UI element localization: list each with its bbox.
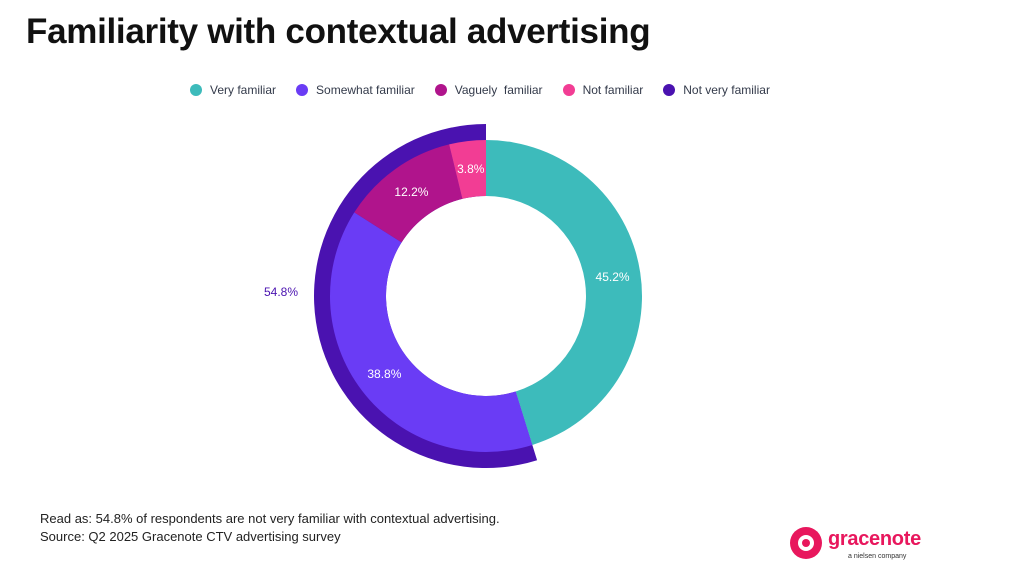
legend-item-not-familiar: Not familiar — [562, 83, 644, 97]
legend-swatch — [296, 84, 309, 96]
legend-item-very-familiar: Very familiar — [190, 83, 276, 97]
logo-tagline: a nielsen company — [848, 553, 907, 560]
data-label-not-familiar: 3.8% — [457, 162, 485, 176]
footnote-read-as: Read as: 54.8% of respondents are not ve… — [40, 511, 500, 526]
data-label-vaguely-familiar: 12.2% — [394, 185, 428, 199]
slice-somewhat-familiar — [330, 212, 533, 452]
gracenote-logo: gracenote a nielsen company — [790, 524, 921, 564]
legend-label: Not very familiar — [683, 83, 770, 97]
donut-chart: 45.2% 38.8% 12.2% 3.8% 54.8% — [264, 124, 642, 468]
footnote: Read as: 54.8% of respondents are not ve… — [40, 510, 500, 546]
footnote-source: Source: Q2 2025 Gracenote CTV advertisin… — [40, 529, 341, 544]
legend-item-not-very-familiar: Not very familiar — [663, 83, 770, 97]
legend-label: Very familiar — [210, 83, 277, 97]
data-label-not-very-familiar: 54.8% — [264, 285, 298, 299]
slice-not-familiar — [449, 140, 486, 199]
legend-swatch — [663, 84, 676, 96]
chart-title: Familiarity with contextual advertising — [26, 12, 651, 51]
legend-swatch — [434, 84, 447, 96]
logo-name: gracenote — [828, 528, 921, 550]
slice-vaguely-familiar — [354, 144, 463, 243]
slice-very-familiar — [486, 140, 642, 445]
data-label-somewhat-familiar: 38.8% — [367, 367, 401, 381]
legend-label: Vaguely familiar — [454, 83, 543, 97]
data-label-very-familiar: 45.2% — [596, 270, 630, 284]
legend-label: Not familiar — [582, 83, 644, 97]
legend-swatch — [562, 84, 575, 96]
legend-item-vaguely-familiar: Vaguely familiar — [434, 83, 543, 97]
chart-legend: Very familiar Somewhat familiar Vaguely … — [190, 82, 770, 98]
legend-label: Somewhat familiar — [316, 83, 415, 97]
legend-item-somewhat-familiar: Somewhat familiar — [296, 83, 415, 97]
legend-swatch — [190, 84, 202, 96]
gracenote-logo-icon — [790, 527, 822, 559]
